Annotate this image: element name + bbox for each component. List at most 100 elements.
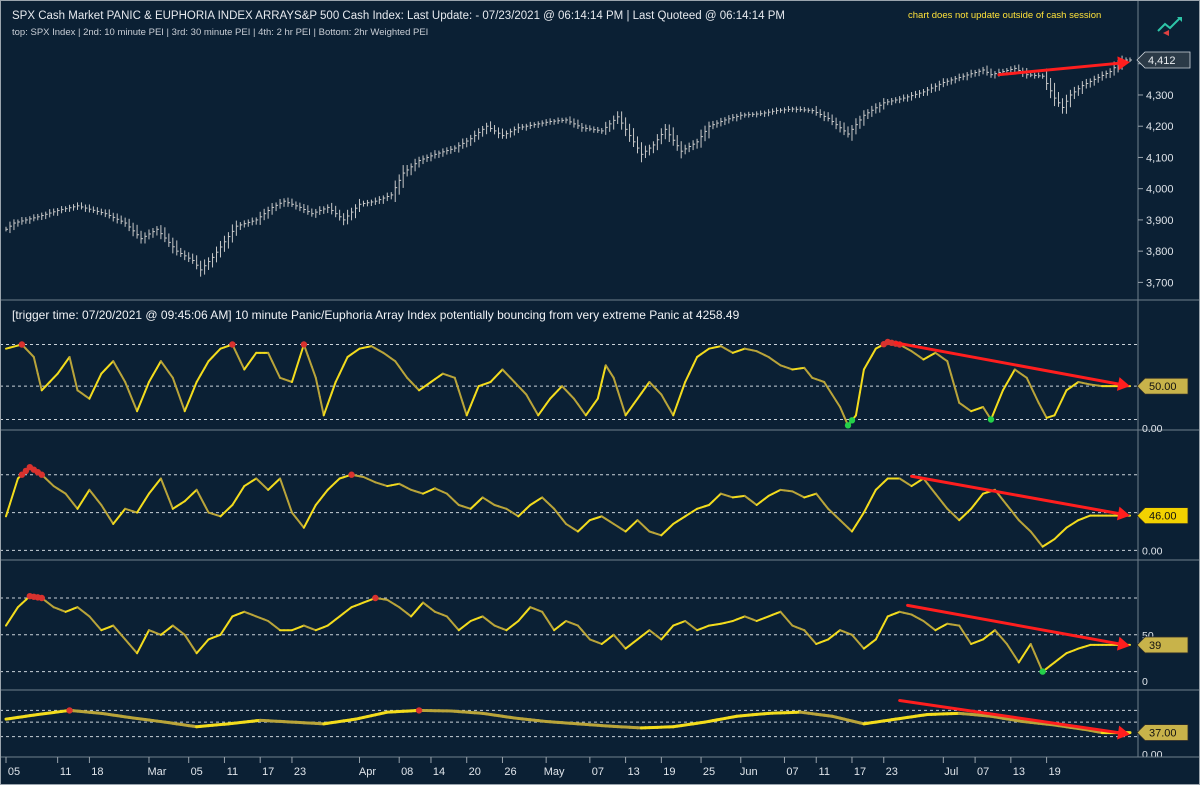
pei-2hr-segment	[195, 647, 202, 655]
pei-10min-segment	[469, 394, 476, 407]
pei-30min-euphoria-marker	[348, 471, 355, 478]
pei-30min-last-value: 46.00	[1136, 507, 1189, 524]
pei-10min-segment	[1009, 368, 1016, 378]
pei-10min-segment	[541, 403, 548, 411]
pei-30min-last-value-box	[1136, 507, 1189, 524]
pei-2hr-weighted-euphoria-marker	[415, 707, 423, 714]
pei-10min-segment	[314, 376, 321, 398]
pei-10min-segment	[136, 400, 143, 413]
pei-2hr-segment	[120, 633, 127, 641]
pei-30min-trend-arrow-shaft	[910, 474, 1120, 515]
pei-10min-segment	[525, 393, 532, 403]
price-tick-label: 3,700	[1146, 277, 1174, 289]
pei-10min-segment	[660, 393, 667, 403]
pei-10min-segment	[290, 368, 297, 383]
pei-10min-segment	[854, 391, 861, 417]
pei-2hr-segment	[997, 633, 1004, 641]
pei-2hr-last-value-box	[1136, 636, 1189, 654]
pei-2hr-segment	[854, 638, 861, 645]
pei-30min-segment	[96, 498, 103, 506]
pei-2hr-segment	[811, 638, 818, 645]
pei-10min-segment	[529, 400, 536, 410]
pei-10min-segment	[239, 360, 246, 371]
x-tick-label: 13	[627, 766, 639, 778]
price-tick-label: 3,800	[1146, 246, 1174, 258]
pei-2hr-weighted-last-value-text: 37.00	[1149, 728, 1177, 740]
trigger-annotation: [trigger time: 07/20/2021 @ 09:45:06 AM]…	[12, 308, 740, 322]
pei-10min-segment	[807, 371, 814, 379]
pei-30min-last-value-text: 46.00	[1149, 511, 1177, 523]
pei-30min-segment	[120, 507, 127, 515]
pei-30min-segment	[68, 497, 75, 505]
pei-2hr-segment	[616, 638, 623, 645]
x-tick-label: 23	[886, 766, 898, 778]
pei-30min-extremes	[18, 463, 355, 478]
pei-2hr-segment	[183, 633, 190, 642]
pei-10min-segment	[251, 351, 258, 360]
pei-10min-segment	[171, 376, 178, 390]
pei-10min-segment	[612, 376, 619, 392]
pei-10min-segment	[827, 387, 834, 396]
price-trend-arrow	[997, 56, 1130, 77]
pei-30min-segment	[283, 488, 289, 503]
chart-toolbar-icon[interactable]	[1155, 14, 1185, 36]
pei-30min-segment	[553, 507, 560, 515]
pei-10min-segment	[124, 381, 131, 393]
pei-30min-line	[5, 466, 1131, 548]
pei-30min-segment	[231, 497, 238, 506]
pei-30min-segment	[88, 488, 95, 496]
pei-30min-segment	[116, 512, 123, 520]
pei-10min-last-value: 50.00	[1136, 377, 1189, 395]
pei-10min-last-value-text: 50.00	[1149, 381, 1177, 393]
pei-30min-segment	[302, 519, 309, 529]
pei-10min-segment	[576, 403, 583, 411]
pei-30min-segment	[203, 504, 210, 514]
pei-2hr-segment	[418, 601, 425, 609]
pei-10min-segment	[191, 381, 198, 393]
pei-10min-segment	[334, 372, 341, 383]
pei-2hr-segment	[1001, 638, 1008, 645]
x-axis-background	[0, 757, 1200, 785]
pei-10min-segment	[36, 372, 43, 392]
pei-30min-segment	[294, 516, 301, 524]
pei-10min-euphoria-marker	[300, 341, 308, 348]
pei-10min-segment	[92, 381, 99, 392]
pei-10min-segment	[596, 381, 603, 400]
pei-2hr-segment	[1033, 652, 1040, 664]
pei-2hr-segment	[787, 620, 794, 627]
pei-10min-segment	[398, 365, 405, 374]
pei-10min-segment	[32, 356, 39, 375]
pei-10min-segment	[636, 392, 643, 400]
pei-10min-panic-marker	[987, 416, 995, 423]
x-tick-label: 08	[401, 766, 413, 778]
pei-30min-segment	[80, 495, 87, 504]
pei-2hr-segment	[5, 618, 11, 627]
pei-30min-segment	[854, 517, 861, 527]
pei-30min-tick-label: 0.00	[1142, 545, 1163, 557]
pei-10min-segment	[322, 403, 329, 417]
price-tick-label: 4,100	[1146, 152, 1174, 164]
pei-30min-segment	[108, 516, 115, 525]
x-tick-label: 23	[294, 766, 306, 778]
pei-10min-segment	[1061, 389, 1068, 400]
pei-10min-segment	[644, 381, 651, 389]
pei-2hr-tick-label: 0	[1142, 676, 1148, 688]
price-tick-label: 4,300	[1146, 90, 1174, 102]
pei-10min-segment	[640, 386, 647, 395]
pei-30min-segment	[926, 482, 933, 490]
pei-30min-segment	[239, 485, 246, 494]
price-trend-arrow-shaft	[997, 61, 1120, 77]
pei-30min-segment	[942, 502, 949, 510]
x-tick-label: 11	[227, 766, 238, 778]
x-tick-label: 11	[60, 766, 71, 778]
pei-2hr-segment	[668, 624, 675, 632]
pei-10min-segment	[997, 389, 1004, 402]
pei-10min-segment	[1041, 409, 1048, 419]
pei-10min-segment	[839, 406, 846, 418]
pei-10min-segment	[688, 364, 695, 375]
pei-30min-segment	[557, 512, 564, 520]
x-tick-label: 17	[854, 766, 866, 778]
pei-2hr-segment	[958, 624, 965, 633]
pei-30min-segment	[12, 477, 19, 493]
x-tick-label: 07	[592, 766, 604, 778]
